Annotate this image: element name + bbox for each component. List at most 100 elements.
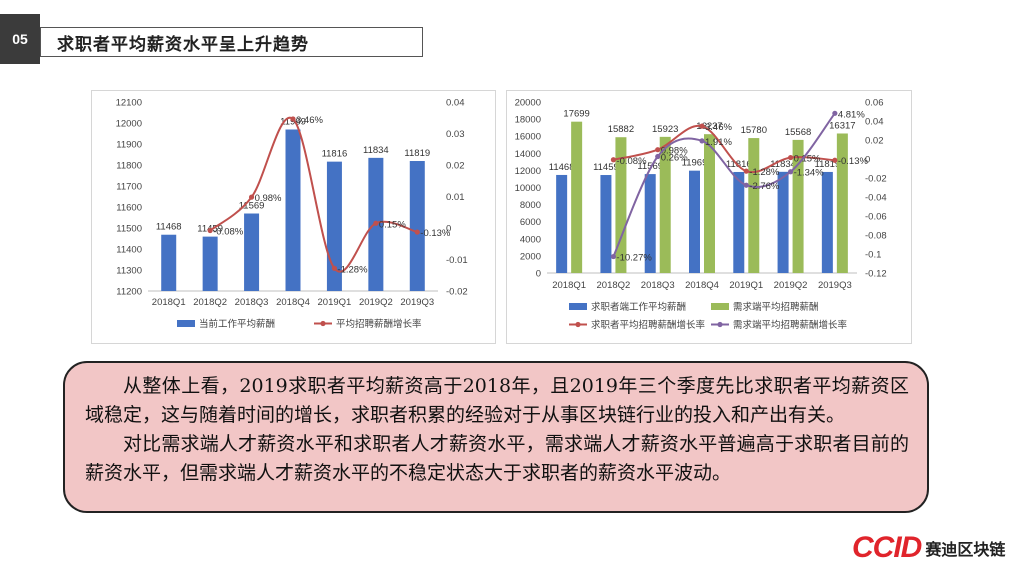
- bar-data-label: 16237: [696, 121, 722, 132]
- left-axis-tick-label: 0: [536, 269, 541, 280]
- bar-series-1: [556, 174, 568, 273]
- line-series-2: [612, 112, 836, 257]
- left-axis-tick-label: 11300: [116, 266, 142, 277]
- bar-data-label: 11969: [280, 117, 306, 128]
- right-axis-tick-label: -0.06: [865, 212, 887, 223]
- right-axis-tick-label: 0.04: [446, 98, 465, 109]
- left-axis-tick-label: 16000: [515, 132, 541, 143]
- bar-series-1: [821, 171, 833, 273]
- legend-swatch-marker: [717, 321, 723, 328]
- category-tick-label: 2019Q1: [729, 280, 763, 291]
- bar-data-label: 16317: [829, 120, 855, 131]
- left-axis-tick-label: 11800: [116, 161, 142, 172]
- line-point: [610, 253, 617, 260]
- right-axis-tick-label: -0.12: [865, 269, 887, 280]
- bar-series-2: [792, 139, 804, 273]
- left-axis-tick-label: 18000: [515, 115, 541, 126]
- line-data-label: 0.98%: [661, 146, 688, 157]
- summary-paragraph-1: 从整体上看，2019求职者平均薪资高于2018年，且2019年三个季度先比求职者…: [85, 375, 909, 426]
- bar-series-1: [285, 129, 301, 291]
- line-point: [832, 110, 838, 116]
- line-series-1: [613, 124, 835, 174]
- line-data-label: -1.28%: [749, 167, 780, 178]
- left-axis-tick-label: 11200: [116, 287, 142, 298]
- line-data-label: -0.13%: [838, 156, 869, 167]
- chart-right: 0 2000 4000 6000 8000 10000 12000 14000 16000 180…: [515, 98, 887, 332]
- line-point: [787, 169, 794, 175]
- category-tick-label: 2018Q3: [235, 297, 269, 308]
- category-tick-label: 2018Q1: [152, 297, 186, 308]
- bar-data-label: 11468: [549, 162, 575, 173]
- left-axis-tick-label: 11400: [116, 245, 142, 256]
- left-axis-tick-label: 10000: [515, 183, 541, 194]
- line-data-label: -1.28%: [337, 264, 368, 275]
- legend-swatch: [569, 303, 587, 310]
- left-axis-tick-label: 11500: [116, 224, 142, 235]
- left-axis-tick-label: 4000: [520, 234, 541, 245]
- bar-series-1: [161, 234, 177, 291]
- legend-label: 求职者端工作平均薪酬: [591, 301, 686, 313]
- chart-left: 11200 11300 11400 11500 11600 11700 11800 11900…: [116, 98, 468, 331]
- left-axis-tick-label: 20000: [515, 98, 541, 109]
- line-data-label: 0.26%: [661, 153, 688, 164]
- bar-data-label: 11459: [593, 162, 619, 173]
- bar-data-label: 11819: [814, 159, 840, 170]
- line-data-label: -10.27%: [616, 253, 652, 264]
- left-axis-tick-label: 11600: [116, 203, 142, 214]
- legend-label: 求职者平均招聘薪酬增长率: [591, 319, 706, 331]
- bar-data-label: 11569: [239, 201, 265, 212]
- bar-data-label: 11834: [770, 159, 796, 170]
- legend-swatch: [711, 303, 729, 310]
- bar-series-2: [704, 134, 715, 273]
- category-tick-label: 2019Q2: [359, 297, 393, 308]
- bar-series-2: [571, 121, 583, 273]
- left-axis-tick-label: 14000: [515, 149, 541, 160]
- line-point: [743, 182, 749, 188]
- bar-series-1: [244, 213, 260, 291]
- category-tick-label: 2018Q4: [685, 280, 719, 291]
- legend-label: 需求端平均招聘薪酬: [733, 301, 819, 313]
- line-point: [290, 116, 296, 122]
- line-data-label: -2.76%: [749, 181, 780, 192]
- bar-series-2: [659, 136, 671, 273]
- legend-label: 平均招聘薪酬增长率: [336, 318, 422, 330]
- left-axis-tick-label: 11900: [116, 140, 142, 151]
- line-point: [699, 123, 705, 129]
- right-axis-tick-label: 0.02: [446, 161, 465, 172]
- chart-right-panel: 0 2000 4000 6000 8000 10000 12000 14000 16000 180…: [506, 90, 912, 344]
- category-tick-label: 2018Q3: [641, 280, 675, 291]
- bar-data-label: 11819: [404, 148, 430, 159]
- line-point: [610, 157, 617, 163]
- bar-series-1: [600, 175, 612, 273]
- right-axis-tick-label: 0.03: [446, 129, 465, 140]
- category-tick-label: 2019Q1: [318, 297, 352, 308]
- category-tick-label: 2018Q2: [193, 297, 227, 308]
- right-axis-tick-label: -0.02: [446, 287, 468, 298]
- line-data-label: 0.98%: [255, 193, 282, 204]
- bar-data-label: 15923: [652, 124, 678, 135]
- left-axis-tick-label: 2000: [520, 251, 541, 262]
- legend-label: 需求端平均招聘薪酬增长率: [733, 319, 848, 331]
- right-axis-tick-label: 0.04: [865, 117, 884, 128]
- line-data-label: -1.34%: [794, 168, 825, 179]
- line-data-label: -0.08%: [616, 156, 647, 167]
- bar-data-label: 11969: [682, 158, 708, 169]
- bar-data-label: 15568: [785, 127, 811, 138]
- category-tick-label: 2019Q3: [400, 297, 434, 308]
- chart-left-panel: 11200 11300 11400 11500 11600 11700 11800 11900…: [91, 90, 496, 344]
- bar-series-1: [777, 171, 789, 273]
- category-tick-label: 2018Q1: [552, 280, 586, 291]
- category-tick-label: 2019Q2: [774, 280, 808, 291]
- bar-data-label: 11816: [726, 159, 752, 170]
- line-point: [832, 157, 838, 163]
- summary-text-box: 从整体上看，2019求职者平均薪资高于2018年，且2019年三个季度先比求职者…: [63, 361, 929, 513]
- line-point: [331, 265, 338, 271]
- line-data-label: 3.46%: [296, 115, 323, 126]
- line-data-label: -0.13%: [420, 228, 451, 239]
- bar-data-label: 15780: [741, 125, 767, 136]
- line-series-1: [209, 116, 418, 273]
- left-axis-tick-label: 12000: [116, 119, 142, 130]
- right-axis-tick-label: 0.06: [865, 98, 884, 109]
- section-number: 05: [0, 14, 40, 64]
- page-title: 求职者平均薪资水平呈上升趋势: [40, 27, 423, 57]
